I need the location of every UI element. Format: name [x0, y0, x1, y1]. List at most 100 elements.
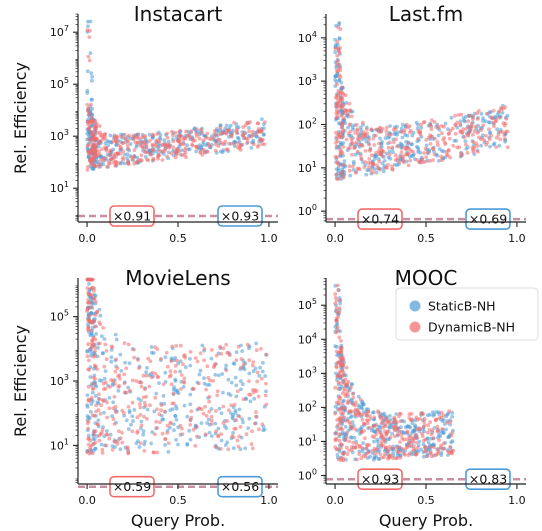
point-staticb-nh	[113, 332, 118, 337]
x-axis-label: Query Prob.	[379, 511, 473, 530]
point-dynamicb-nh	[367, 148, 372, 153]
point-dynamicb-nh	[372, 435, 377, 440]
ratio-label: ×0.74	[361, 212, 399, 227]
point-staticb-nh	[263, 374, 268, 378]
point-dynamicb-nh	[171, 391, 176, 396]
point-dynamicb-nh	[422, 449, 427, 454]
point-dynamicb-nh	[461, 127, 466, 131]
point-dynamicb-nh	[86, 342, 90, 347]
point-staticb-nh	[372, 439, 376, 444]
point-dynamicb-nh	[406, 163, 411, 168]
point-dynamicb-nh	[335, 160, 340, 165]
point-dynamicb-nh	[100, 447, 105, 452]
point-dynamicb-nh	[207, 409, 212, 414]
point-dynamicb-nh	[365, 127, 369, 132]
point-dynamicb-nh	[256, 121, 260, 126]
point-dynamicb-nh	[244, 136, 249, 141]
point-dynamicb-nh	[103, 342, 108, 347]
point-dynamicb-nh	[340, 391, 345, 396]
point-staticb-nh	[88, 51, 93, 55]
point-dynamicb-nh	[369, 127, 374, 132]
point-dynamicb-nh	[87, 35, 92, 39]
point-staticb-nh	[391, 150, 395, 155]
point-dynamicb-nh	[248, 392, 253, 397]
point-dynamicb-nh	[339, 97, 344, 102]
point-dynamicb-nh	[198, 351, 203, 356]
point-dynamicb-nh	[502, 137, 507, 141]
point-dynamicb-nh	[96, 131, 100, 135]
point-dynamicb-nh	[148, 139, 152, 143]
point-staticb-nh	[492, 141, 497, 146]
point-dynamicb-nh	[88, 448, 93, 452]
point-dynamicb-nh	[125, 139, 130, 144]
point-dynamicb-nh	[161, 382, 166, 387]
point-staticb-nh	[372, 167, 377, 172]
point-staticb-nh	[342, 159, 347, 164]
point-dynamicb-nh	[420, 434, 425, 438]
point-dynamicb-nh	[113, 410, 118, 414]
point-dynamicb-nh	[346, 131, 351, 136]
point-dynamicb-nh	[439, 154, 443, 159]
point-staticb-nh	[388, 414, 392, 418]
point-dynamicb-nh	[90, 157, 95, 162]
point-dynamicb-nh	[139, 423, 144, 428]
point-dynamicb-nh	[435, 140, 440, 144]
point-staticb-nh	[89, 402, 94, 406]
point-dynamicb-nh	[236, 141, 241, 146]
point-dynamicb-nh	[220, 131, 225, 136]
point-dynamicb-nh	[86, 297, 91, 302]
point-dynamicb-nh	[347, 101, 352, 106]
point-staticb-nh	[226, 391, 231, 396]
point-staticb-nh	[464, 147, 469, 151]
point-dynamicb-nh	[91, 289, 96, 293]
panel-title: Instacart	[134, 2, 223, 26]
point-dynamicb-nh	[378, 452, 383, 457]
point-dynamicb-nh	[477, 109, 481, 113]
point-dynamicb-nh	[226, 447, 231, 452]
point-dynamicb-nh	[355, 457, 359, 462]
point-staticb-nh	[205, 383, 210, 387]
point-dynamicb-nh	[175, 358, 180, 363]
point-dynamicb-nh	[420, 157, 425, 162]
point-staticb-nh	[450, 414, 454, 419]
point-dynamicb-nh	[130, 429, 135, 434]
point-dynamicb-nh	[237, 434, 242, 439]
point-dynamicb-nh	[397, 429, 402, 434]
point-dynamicb-nh	[390, 164, 394, 169]
point-dynamicb-nh	[114, 134, 119, 139]
point-staticb-nh	[207, 430, 212, 435]
point-dynamicb-nh	[367, 443, 372, 447]
point-dynamicb-nh	[100, 147, 104, 152]
point-staticb-nh	[131, 419, 135, 423]
point-dynamicb-nh	[105, 433, 110, 437]
point-dynamicb-nh	[178, 134, 182, 138]
point-dynamicb-nh	[250, 429, 254, 434]
point-staticb-nh	[220, 372, 225, 376]
point-dynamicb-nh	[216, 433, 221, 438]
point-dynamicb-nh	[437, 438, 441, 443]
point-dynamicb-nh	[107, 153, 112, 158]
point-dynamicb-nh	[384, 165, 388, 170]
point-dynamicb-nh	[149, 375, 154, 380]
point-dynamicb-nh	[442, 124, 446, 129]
point-dynamicb-nh	[165, 135, 170, 140]
point-staticb-nh	[224, 123, 229, 128]
point-staticb-nh	[391, 137, 396, 142]
point-dynamicb-nh	[217, 137, 222, 142]
point-dynamicb-nh	[145, 416, 149, 421]
point-dynamicb-nh	[235, 127, 240, 132]
point-dynamicb-nh	[150, 142, 155, 147]
point-dynamicb-nh	[87, 317, 91, 322]
point-dynamicb-nh	[160, 158, 165, 162]
point-dynamicb-nh	[334, 309, 339, 313]
point-staticb-nh	[261, 360, 265, 365]
point-dynamicb-nh	[255, 379, 259, 384]
point-staticb-nh	[194, 149, 199, 154]
point-staticb-nh	[378, 136, 382, 141]
point-staticb-nh	[359, 128, 363, 133]
point-staticb-nh	[376, 443, 381, 447]
point-dynamicb-nh	[145, 157, 150, 162]
point-dynamicb-nh	[86, 54, 91, 59]
point-dynamicb-nh	[448, 445, 453, 449]
point-staticb-nh	[371, 410, 375, 415]
